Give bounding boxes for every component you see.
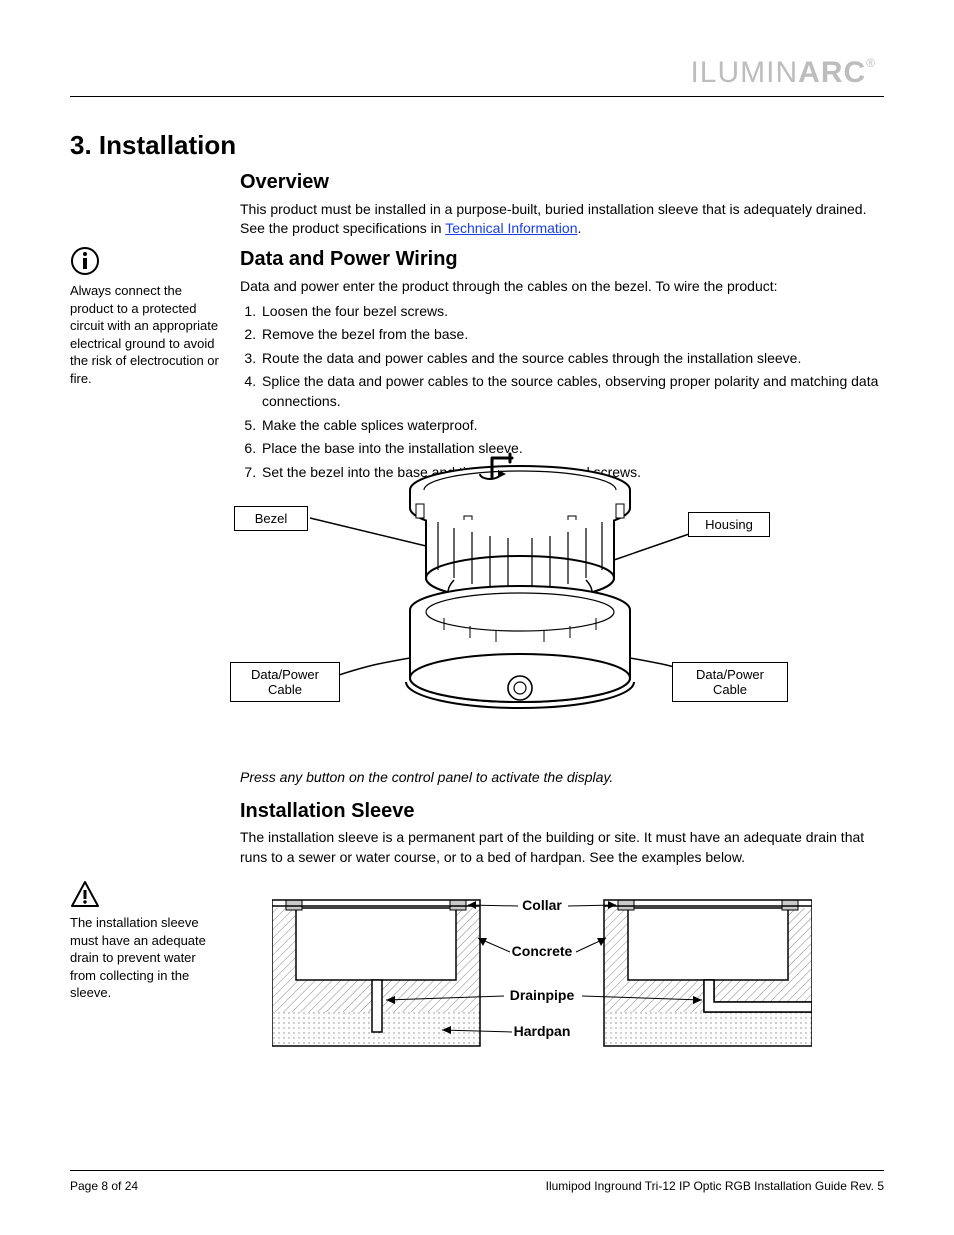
step-3: Route the data and power cables and the …: [260, 349, 884, 369]
warning-note: The installation sleeve must have an ade…: [70, 880, 220, 1002]
footer-title: Ilumipod Inground Tri-12 IP Optic RGB In…: [546, 1179, 884, 1193]
logo-light: ILUMIN: [690, 56, 798, 89]
brand-logo: ILUMINARC®: [690, 56, 876, 90]
sleeve-heading: Installation Sleeve: [240, 800, 415, 823]
step-2: Remove the bezel from the base.: [260, 325, 884, 345]
step-1: Loosen the four bezel screws.: [260, 302, 884, 322]
tech-info-link[interactable]: Technical Information: [445, 220, 577, 236]
warning-icon: [70, 880, 100, 908]
housing-label: Housing: [688, 512, 770, 537]
header-rule: [70, 96, 884, 97]
hardpan-text: Hardpan: [514, 1023, 571, 1039]
logo-bold: ARC: [798, 56, 866, 89]
step-4: Splice the data and power cables to the …: [260, 372, 884, 411]
info-note: Always connect the product to a protecte…: [70, 246, 220, 387]
section-title: 3. Installation: [70, 130, 884, 161]
cable-left-label: Data/Power Cable: [230, 662, 340, 702]
overview-paragraph: This product must be installed in a purp…: [240, 200, 884, 238]
cable-right-label: Data/Power Cable: [672, 662, 788, 702]
product-diagram: Bezel Housing Data/Power Cable Data/Powe…: [240, 450, 800, 750]
overview-heading: Overview: [70, 171, 884, 194]
step-5: Make the cable splices waterproof.: [260, 416, 884, 436]
info-icon: [70, 246, 100, 276]
drainpipe-text: Drainpipe: [510, 987, 575, 1003]
footer-rule: [70, 1170, 884, 1171]
wiring-intro: Data and power enter the product through…: [240, 277, 884, 296]
logo-reg: ®: [866, 56, 876, 70]
concrete-text: Concrete: [512, 943, 573, 959]
footer-page: Page 8 of 24: [70, 1179, 138, 1193]
cross-section-diagram: Collar Concrete Drainpipe Hardpan: [272, 896, 812, 1056]
collar-text: Collar: [522, 897, 562, 913]
press-note: Press any button on the control panel to…: [240, 768, 860, 787]
sleeve-paragraph: The installation sleeve is a permanent p…: [240, 828, 882, 867]
bezel-label: Bezel: [234, 506, 308, 531]
